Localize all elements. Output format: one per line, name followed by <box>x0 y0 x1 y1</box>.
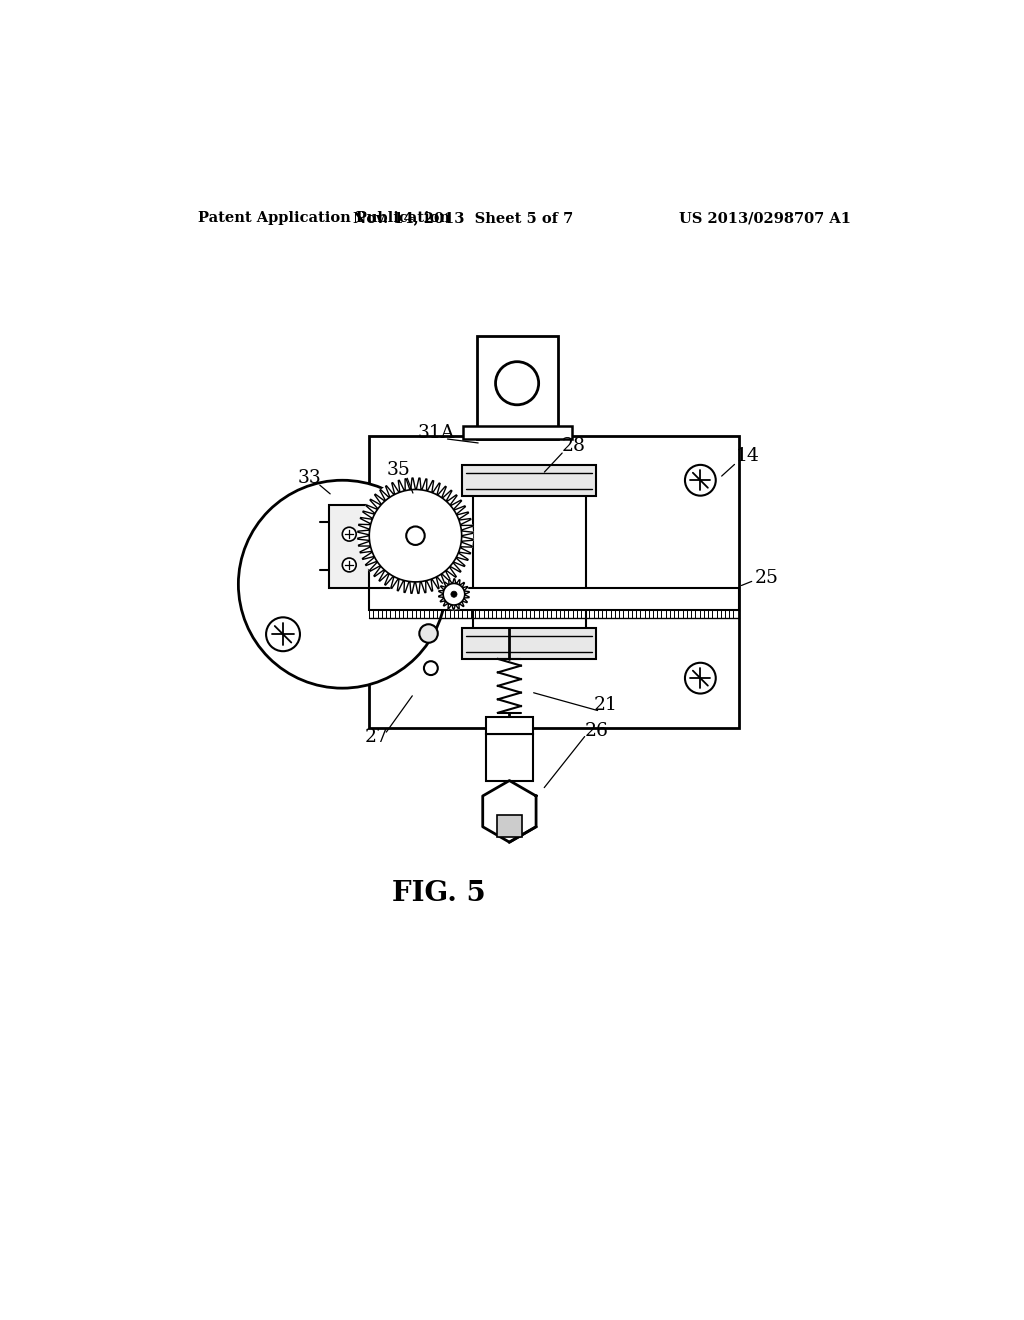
Bar <box>486 734 532 780</box>
Text: 28: 28 <box>562 437 586 455</box>
Polygon shape <box>482 780 537 842</box>
Text: Patent Application Publication: Patent Application Publication <box>199 211 451 226</box>
Circle shape <box>370 490 462 582</box>
Bar <box>477 335 558 440</box>
Bar <box>462 628 596 659</box>
Bar <box>370 436 739 729</box>
Bar <box>462 465 596 496</box>
Text: 25: 25 <box>755 569 778 587</box>
Text: US 2013/0298707 A1: US 2013/0298707 A1 <box>679 211 851 226</box>
Bar <box>330 506 370 589</box>
Text: 21: 21 <box>594 696 617 714</box>
Circle shape <box>342 527 356 541</box>
Text: 35: 35 <box>387 461 411 479</box>
Circle shape <box>438 578 469 610</box>
Polygon shape <box>357 478 473 594</box>
Bar <box>497 816 521 837</box>
Circle shape <box>266 618 300 651</box>
Text: 14: 14 <box>736 446 760 465</box>
Circle shape <box>443 583 465 605</box>
Circle shape <box>451 591 457 598</box>
Circle shape <box>685 663 716 693</box>
Circle shape <box>424 661 438 675</box>
Circle shape <box>419 624 438 643</box>
Circle shape <box>239 480 446 688</box>
Bar <box>486 718 532 734</box>
Bar <box>463 425 571 440</box>
Circle shape <box>342 558 356 572</box>
Text: 27: 27 <box>365 729 389 746</box>
Text: Nov. 14, 2013  Sheet 5 of 7: Nov. 14, 2013 Sheet 5 of 7 <box>353 211 573 226</box>
Circle shape <box>496 362 539 405</box>
Text: FIG. 5: FIG. 5 <box>392 880 485 907</box>
Text: 31A: 31A <box>418 424 455 442</box>
Text: 26: 26 <box>585 722 608 739</box>
Text: 33: 33 <box>297 469 322 487</box>
Circle shape <box>407 527 425 545</box>
Circle shape <box>685 465 716 495</box>
Bar <box>370 589 739 610</box>
Polygon shape <box>438 579 469 610</box>
Circle shape <box>357 478 473 594</box>
